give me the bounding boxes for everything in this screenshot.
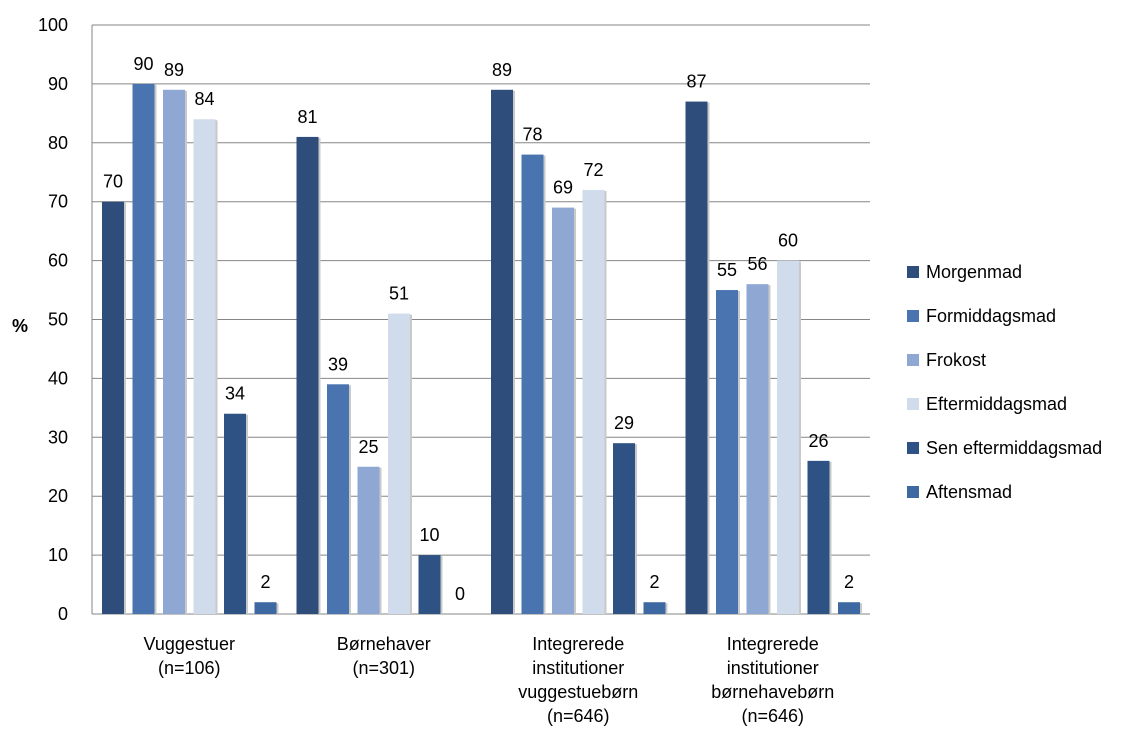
bar	[582, 189, 605, 615]
data-label: 26	[808, 431, 828, 451]
bar	[254, 602, 277, 614]
data-label: 87	[686, 72, 706, 92]
bar	[163, 89, 185, 615]
y-tick-label: 60	[48, 251, 68, 271]
data-label: 69	[553, 178, 573, 198]
y-tick-label: 90	[48, 74, 68, 94]
bar	[357, 466, 380, 614]
legend-label: Aftensmad	[926, 482, 1012, 502]
bar	[327, 384, 349, 614]
x-category-label: Børnehaver	[337, 634, 431, 654]
bars	[102, 83, 862, 615]
bar	[388, 313, 410, 614]
y-axis-ticks: 0 10 20 30 40 50 60 70 80 90 100	[38, 15, 68, 624]
y-tick-label: 40	[48, 368, 68, 388]
bar	[746, 284, 769, 614]
legend-swatch	[907, 354, 919, 366]
data-label: 89	[492, 60, 512, 80]
data-label: 51	[389, 284, 409, 304]
data-label: 29	[614, 413, 634, 433]
bar	[838, 602, 860, 614]
data-label: 78	[522, 125, 542, 145]
data-label: 60	[778, 231, 798, 251]
data-label: 84	[194, 89, 214, 109]
legend: Morgenmad Formiddagsmad Frokost Eftermiddag…	[907, 262, 1102, 502]
bar	[296, 136, 319, 614]
legend-swatch	[907, 310, 919, 322]
y-tick-label: 0	[58, 604, 68, 624]
y-tick-label: 100	[38, 15, 68, 35]
bar	[685, 101, 708, 614]
bar	[807, 460, 830, 614]
x-category-label: Integrerede	[727, 634, 819, 654]
legend-label: Morgenmad	[926, 262, 1022, 282]
x-category-label: Vuggestuer	[144, 634, 235, 654]
legend-swatch	[907, 266, 919, 278]
data-label: 39	[328, 354, 348, 374]
data-label: 90	[133, 54, 153, 74]
legend-label: Sen eftermiddagsmad	[926, 438, 1102, 458]
legend-swatch	[907, 486, 919, 498]
legend-label: Frokost	[926, 350, 986, 370]
data-label: 34	[225, 384, 245, 404]
y-tick-label: 30	[48, 427, 68, 447]
bar	[418, 555, 441, 614]
data-label: 0	[455, 584, 465, 604]
bar	[552, 207, 574, 614]
x-category-label: (n=301)	[352, 658, 415, 678]
y-tick-label: 10	[48, 545, 68, 565]
legend-label: Formiddagsmad	[926, 306, 1056, 326]
x-category-label: institutioner	[532, 658, 624, 678]
x-category-label: (n=646)	[741, 706, 804, 726]
x-category-label: (n=646)	[547, 706, 610, 726]
bar	[132, 83, 155, 614]
x-category-label: børnehavebørn	[711, 682, 834, 702]
x-category-label: vuggestuebørn	[518, 682, 638, 702]
y-tick-label: 20	[48, 486, 68, 506]
y-tick-label: 80	[48, 133, 68, 153]
y-tick-label: 50	[48, 310, 68, 330]
x-category-label: institutioner	[727, 658, 819, 678]
data-label: 72	[583, 160, 603, 180]
data-label: 2	[844, 572, 854, 592]
data-label: 10	[419, 525, 439, 545]
bar	[521, 154, 544, 614]
legend-swatch	[907, 398, 919, 410]
legend-label: Eftermiddagsmad	[926, 394, 1067, 414]
bar	[716, 290, 738, 614]
bar	[491, 89, 513, 615]
bar	[102, 201, 124, 614]
gridlines	[91, 24, 870, 615]
legend-swatch	[907, 442, 919, 454]
bar	[193, 119, 216, 615]
data-label: 25	[358, 437, 378, 457]
x-category-label: Integrerede	[532, 634, 624, 654]
x-category-label: (n=106)	[158, 658, 221, 678]
y-tick-label: 70	[48, 192, 68, 212]
bar	[224, 413, 246, 614]
data-label: 81	[297, 107, 317, 127]
data-label: 2	[260, 572, 270, 592]
bar	[613, 443, 635, 614]
x-axis-categories: Vuggestuer (n=106) Børnehaver (n=301) Integr…	[144, 634, 835, 726]
data-label: 2	[649, 572, 659, 592]
data-label: 89	[164, 60, 184, 80]
data-label: 70	[103, 172, 123, 192]
bar	[777, 260, 799, 614]
y-axis-label: %	[12, 316, 28, 336]
data-label: 55	[717, 260, 737, 280]
data-label: 56	[747, 254, 767, 274]
bar	[643, 602, 666, 614]
